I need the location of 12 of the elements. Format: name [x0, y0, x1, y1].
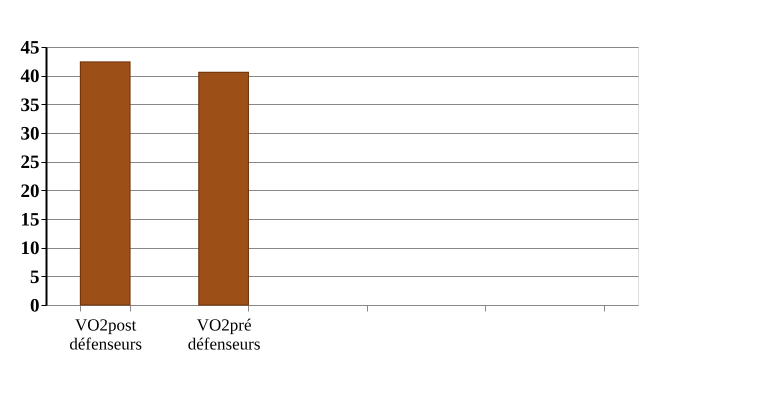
y-tick-label: 45	[20, 38, 40, 58]
y-tick-label: 20	[20, 180, 40, 202]
y-tick-label: 0	[30, 296, 40, 316]
y-tick-label: 30	[20, 124, 40, 144]
x-tick-label: VO2post défenseurs	[69, 316, 142, 354]
y-tick-label: 5	[30, 266, 40, 288]
y-tick-label: 40	[20, 66, 40, 88]
x-tick-label: VO2pré défenseurs	[188, 316, 260, 354]
y-tick-label: 10	[20, 238, 40, 260]
y-tick-label: 15	[20, 210, 40, 230]
y-tick-label: 35	[20, 94, 40, 116]
y-tick-label: 25	[20, 152, 40, 174]
